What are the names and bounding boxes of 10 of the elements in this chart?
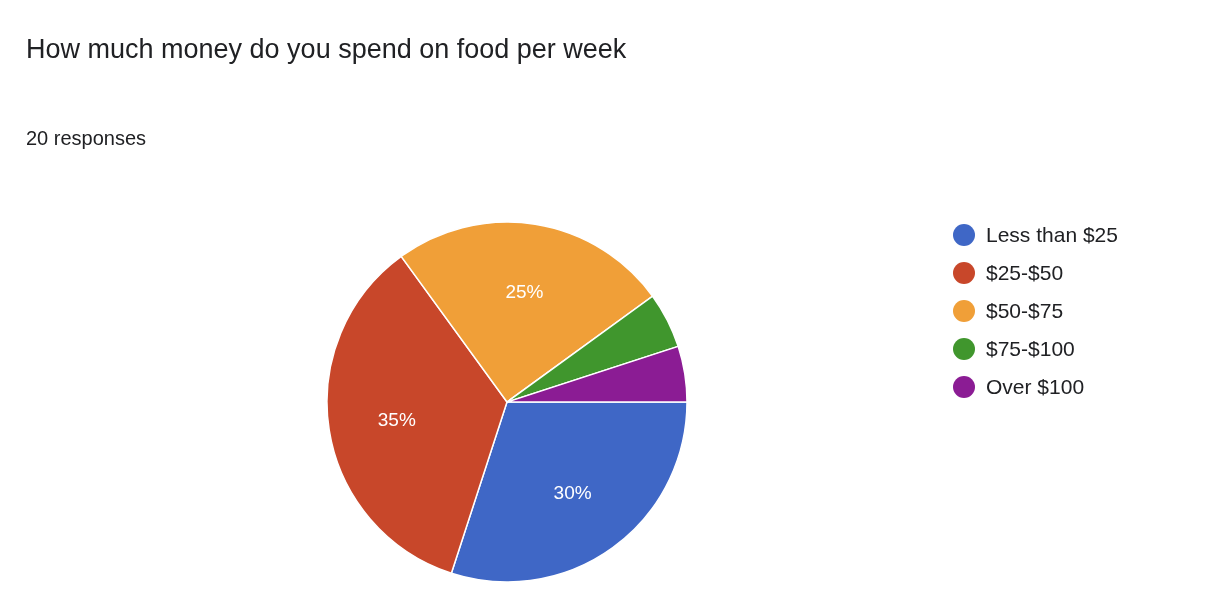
chart-title: How much money do you spend on food per week bbox=[26, 34, 627, 64]
legend-label: $50-$75 bbox=[986, 299, 1064, 323]
legend-label: Over $100 bbox=[986, 375, 1085, 399]
legend-label: Less than $25 bbox=[986, 223, 1118, 247]
data-label: 35% bbox=[377, 409, 416, 431]
legend-label: $25-$50 bbox=[986, 261, 1064, 285]
text: 20 responses bbox=[26, 127, 147, 149]
legend-label: $75-$100 bbox=[986, 337, 1075, 361]
data-label: 30% bbox=[553, 481, 592, 503]
data-label: 25% bbox=[505, 281, 544, 303]
